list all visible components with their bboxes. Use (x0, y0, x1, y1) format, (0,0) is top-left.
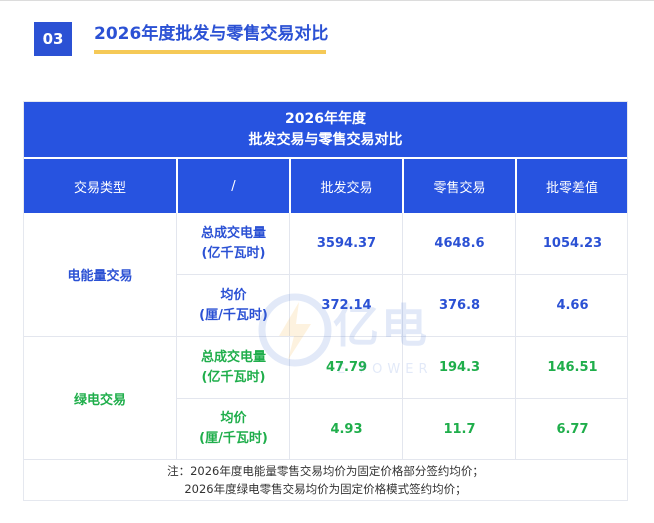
value-retail: 11.7 (443, 421, 476, 437)
header-wholesale: 批发交易 (291, 159, 402, 213)
value-difference: 1054.23 (542, 236, 603, 251)
metric-label: 均价 (220, 411, 247, 426)
header-trade-type: 交易类型 (24, 159, 176, 213)
grid-line (24, 336, 627, 337)
value-retail: 376.8 (438, 298, 481, 313)
value-difference: 146.51 (547, 360, 598, 375)
category-energy-trade: 电能量交易 (67, 269, 133, 284)
value-wholesale: 3594.37 (316, 236, 377, 251)
metric-unit: (亿千瓦时) (201, 245, 266, 261)
table-header-row: 交易类型 / 批发交易 零售交易 批零差值 (24, 159, 627, 213)
metric-average-price: 均价 (厘/千瓦时) (178, 275, 289, 336)
grid-line (177, 398, 627, 399)
metric-average-price: 均价 (厘/千瓦时) (178, 399, 289, 459)
top-divider (0, 0, 654, 1)
grid-line (24, 459, 627, 460)
section-title: 2026年度批发与零售交易对比 (94, 24, 329, 44)
category-green-power-trade: 绿电交易 (73, 392, 126, 408)
metric-unit: (厘/千瓦时) (199, 431, 268, 446)
grid-line (177, 274, 627, 275)
table-title-line1: 2026年年度 (285, 110, 366, 127)
value-difference: 4.66 (556, 298, 589, 313)
metric-total-volume: 总成交电量 (亿千瓦时) (178, 213, 289, 274)
header-metric: / (178, 159, 289, 213)
value-retail: 4648.6 (434, 236, 485, 251)
metric-label: 总成交电量 (200, 225, 266, 241)
header-retail: 零售交易 (404, 159, 515, 213)
section-number-badge: 03 (34, 22, 72, 56)
comparison-table: 2026年年度 批发交易与零售交易对比 交易类型 / 批发交易 零售交易 批零差… (23, 101, 628, 501)
metric-unit: (厘/千瓦时) (199, 307, 268, 323)
value-wholesale: 47.79 (325, 360, 368, 375)
table-title-line2: 批发交易与零售交易对比 (248, 131, 403, 148)
table-title: 2026年年度 批发交易与零售交易对比 (24, 102, 627, 157)
value-retail: 194.3 (438, 360, 481, 375)
metric-total-volume: 总成交电量 (亿千瓦时) (178, 337, 289, 398)
header-difference: 批零差值 (517, 159, 627, 213)
footnote-line2: 2026年度绿电零售交易均价为固定价格模式签约均价； (184, 482, 467, 496)
metric-label: 总成交电量 (200, 349, 266, 365)
metric-label: 均价 (220, 287, 247, 303)
value-wholesale: 4.93 (330, 421, 363, 437)
table-footnote: 注：2026年度电能量零售交易均价为固定价格部分签约均价； 2026年度绿电零售… (24, 460, 627, 500)
footnote-line1: 注：2026年度电能量零售交易均价为固定价格部分签约均价； (167, 464, 484, 478)
value-wholesale: 372.14 (321, 298, 372, 313)
value-difference: 6.77 (556, 421, 589, 437)
section-title-underline (94, 50, 326, 54)
metric-unit: (亿千瓦时) (201, 369, 266, 385)
